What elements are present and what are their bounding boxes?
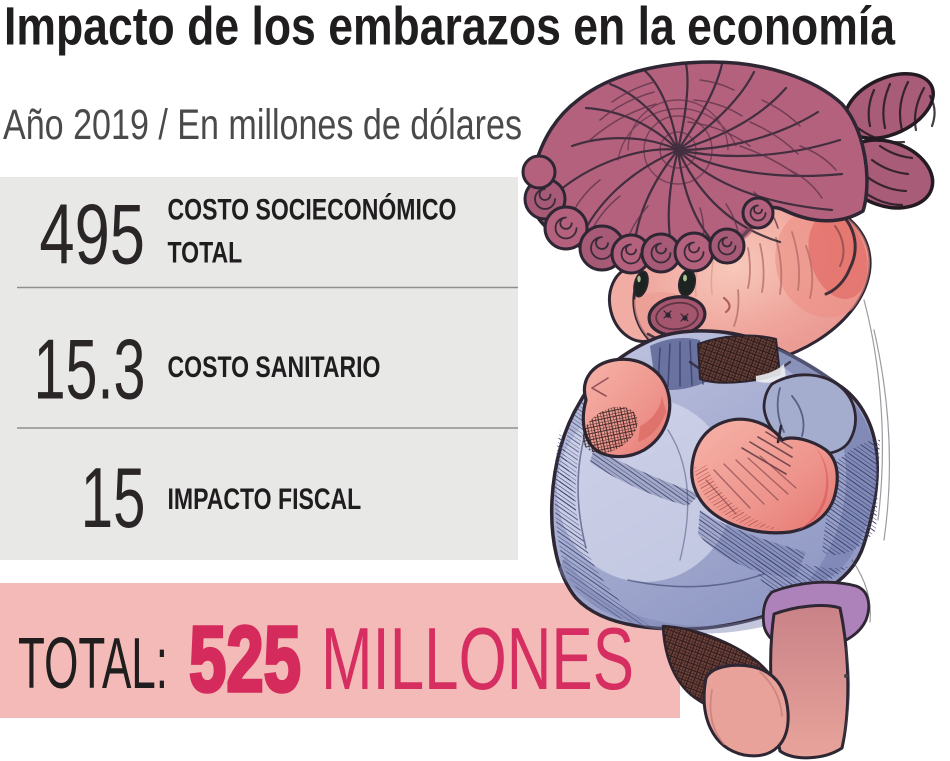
svg-text:15.3: 15.3	[34, 323, 146, 418]
svg-text:TOTAL: TOTAL	[168, 236, 243, 269]
svg-text:Año 2019 / En millones de dóla: Año 2019 / En millones de dólares	[3, 101, 522, 149]
svg-text:IMPACTO FISCAL: IMPACTO FISCAL	[168, 483, 362, 516]
svg-text:COSTO SOCIECONÓMICO: COSTO SOCIECONÓMICO	[168, 193, 457, 227]
svg-text:525: 525	[189, 607, 301, 711]
svg-text:TOTAL:: TOTAL:	[18, 624, 168, 704]
svg-text:495: 495	[39, 188, 145, 283]
svg-text:15: 15	[81, 451, 146, 546]
svg-text:COSTO SANITARIO: COSTO SANITARIO	[168, 351, 381, 384]
svg-text:MILLONES: MILLONES	[321, 609, 634, 708]
svg-text:Impacto de los embarazos en la: Impacto de los embarazos en la economía	[4, 0, 896, 57]
